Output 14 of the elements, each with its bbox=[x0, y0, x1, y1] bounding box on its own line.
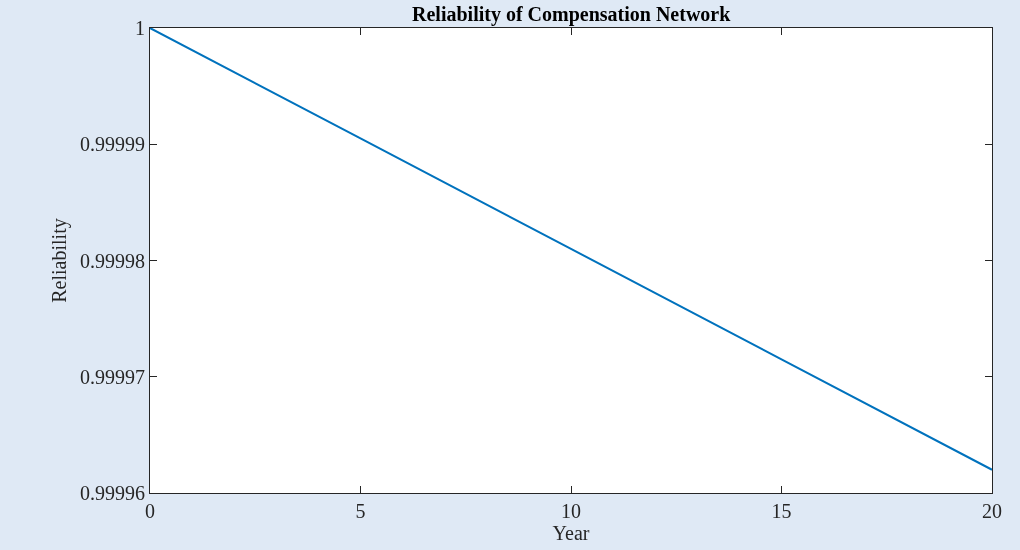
x-tick-label: 0 bbox=[145, 500, 155, 522]
y-tick-label: 0.99999 bbox=[80, 133, 145, 156]
y-tick-label: 0.99997 bbox=[80, 365, 145, 388]
y-tick-label: 0.99996 bbox=[80, 482, 145, 504]
x-tick-label: 5 bbox=[355, 500, 366, 522]
y-tick-label: 0.99998 bbox=[80, 249, 145, 272]
x-tick-label: 15 bbox=[771, 500, 792, 522]
chart-title: Reliability of Compensation Network bbox=[412, 2, 732, 26]
x-axis-title: Year bbox=[552, 522, 590, 544]
x-tick-label: 20 bbox=[982, 500, 1002, 522]
line-series bbox=[150, 28, 992, 471]
y-tick-label: 1 bbox=[135, 17, 145, 39]
y-axis-title: Reliability bbox=[47, 218, 71, 303]
x-tick-label: 10 bbox=[561, 500, 581, 522]
